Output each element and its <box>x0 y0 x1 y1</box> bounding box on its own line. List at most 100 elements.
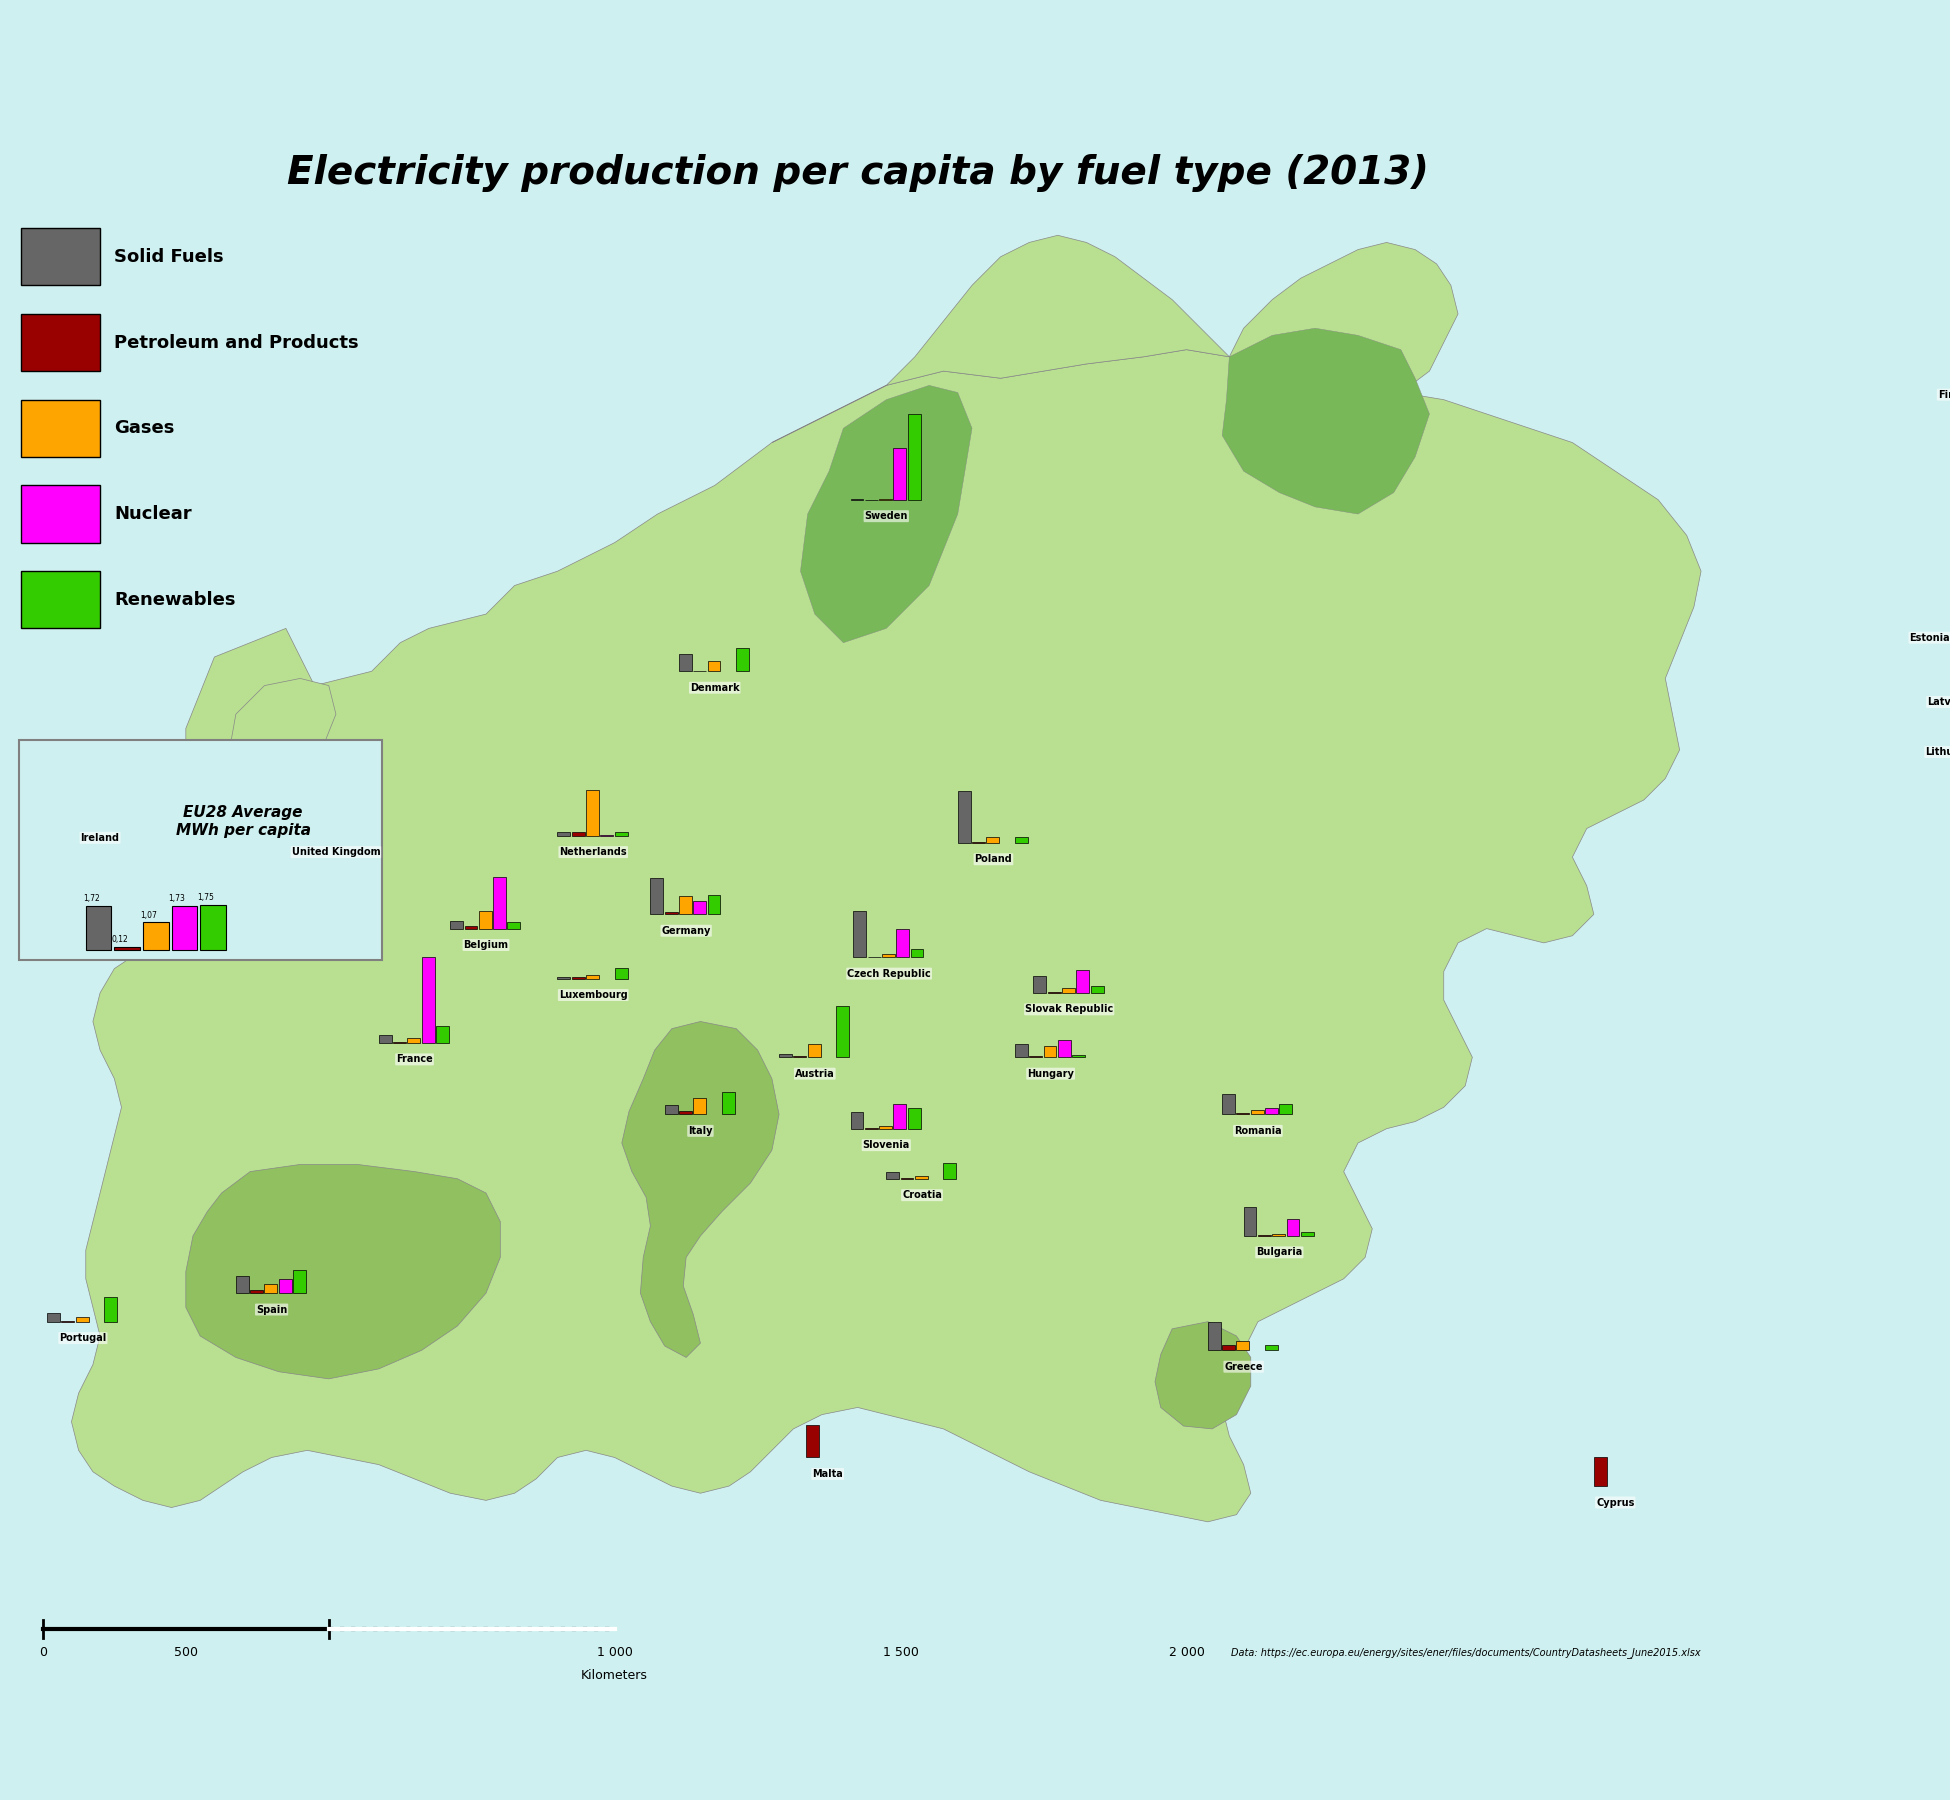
Bar <box>571 832 585 835</box>
Bar <box>1244 1208 1256 1237</box>
Bar <box>708 895 720 914</box>
Text: 1 500: 1 500 <box>883 1647 918 1660</box>
Text: Czech Republic: Czech Republic <box>846 968 930 979</box>
Bar <box>330 814 341 835</box>
Bar <box>86 905 111 950</box>
Bar <box>21 229 99 286</box>
Bar <box>105 1296 117 1321</box>
Bar <box>265 1283 277 1292</box>
Text: Renewables: Renewables <box>115 590 236 608</box>
Bar <box>300 819 314 835</box>
Bar <box>987 837 998 842</box>
Text: Solid Fuels: Solid Fuels <box>115 248 224 266</box>
Bar <box>1279 1103 1293 1114</box>
Text: Latvia: Latvia <box>1927 697 1950 707</box>
Text: Greece: Greece <box>1225 1363 1264 1372</box>
Text: Germany: Germany <box>661 925 712 936</box>
Text: EU28 Average
MWh per capita: EU28 Average MWh per capita <box>176 805 310 837</box>
Text: United Kingdom: United Kingdom <box>292 848 380 857</box>
Bar <box>21 313 99 371</box>
Bar <box>665 913 677 914</box>
Bar <box>21 486 99 542</box>
Bar <box>507 922 521 929</box>
Text: Electricity production per capita by fuel type (2013): Electricity production per capita by fue… <box>287 153 1429 193</box>
Bar <box>911 949 924 958</box>
Bar <box>780 1053 792 1057</box>
Bar <box>236 1276 250 1292</box>
Bar <box>854 911 866 958</box>
Bar <box>1593 1458 1607 1487</box>
Bar <box>879 1127 891 1129</box>
Bar <box>1944 733 1950 736</box>
Text: Denmark: Denmark <box>690 682 739 693</box>
Bar <box>722 1091 735 1114</box>
Bar <box>679 653 692 671</box>
Text: Poland: Poland <box>975 855 1012 864</box>
FancyBboxPatch shape <box>20 740 382 959</box>
Text: Portugal: Portugal <box>58 1334 107 1343</box>
Bar <box>47 1312 60 1321</box>
Bar <box>314 833 328 835</box>
Bar <box>1014 1044 1028 1057</box>
Text: Hungary: Hungary <box>1028 1069 1074 1078</box>
Text: Slovenia: Slovenia <box>862 1139 911 1150</box>
Bar <box>480 911 491 929</box>
Text: Romania: Romania <box>1234 1125 1281 1136</box>
Bar <box>614 832 628 835</box>
Text: Spain: Spain <box>255 1305 287 1314</box>
Bar <box>1043 1046 1057 1057</box>
Bar <box>121 815 135 821</box>
Bar <box>907 1109 920 1129</box>
Bar <box>1250 1111 1264 1114</box>
Text: Cyprus: Cyprus <box>1597 1498 1634 1508</box>
Bar <box>694 900 706 914</box>
Bar <box>1034 976 1047 994</box>
Bar <box>665 1105 677 1114</box>
Bar <box>807 1044 821 1057</box>
Text: 2 000: 2 000 <box>1168 1647 1205 1660</box>
Bar <box>587 790 599 835</box>
Polygon shape <box>72 349 1700 1521</box>
Bar <box>21 400 99 457</box>
Bar <box>1223 1345 1234 1350</box>
Polygon shape <box>622 1022 780 1357</box>
Bar <box>897 929 909 958</box>
Polygon shape <box>1223 328 1429 515</box>
Bar <box>250 1289 263 1292</box>
Text: Belgium: Belgium <box>464 940 509 950</box>
Polygon shape <box>228 679 335 792</box>
Text: Ireland: Ireland <box>80 833 119 842</box>
Text: 1 000: 1 000 <box>597 1647 632 1660</box>
Bar <box>915 1177 928 1179</box>
Bar <box>587 976 599 979</box>
Text: 1,75: 1,75 <box>197 893 214 902</box>
Text: Data: https://ec.europa.eu/energy/sites/ener/files/documents/CountryDatasheets_J: Data: https://ec.europa.eu/energy/sites/… <box>1230 1647 1700 1658</box>
Bar <box>1271 1233 1285 1237</box>
Bar <box>1287 1219 1299 1237</box>
Bar <box>76 1318 88 1321</box>
Bar <box>1266 1107 1277 1114</box>
Text: Bulgaria: Bulgaria <box>1256 1247 1303 1258</box>
Bar <box>21 571 99 628</box>
Bar <box>893 448 907 500</box>
Bar <box>421 958 435 1042</box>
Text: Estonia: Estonia <box>1909 632 1950 643</box>
Polygon shape <box>772 236 1228 443</box>
Text: 1,72: 1,72 <box>84 895 99 904</box>
Bar <box>651 878 663 914</box>
Bar <box>679 896 692 914</box>
Text: Nuclear: Nuclear <box>115 506 191 524</box>
Bar <box>881 954 895 958</box>
Bar <box>957 792 971 842</box>
Bar <box>172 905 197 950</box>
Bar <box>343 819 357 835</box>
Text: Lithuania: Lithuania <box>1925 747 1950 758</box>
Polygon shape <box>1228 243 1459 392</box>
Text: France: France <box>396 1055 433 1064</box>
Bar <box>614 968 628 979</box>
Bar <box>1266 1345 1277 1350</box>
Bar <box>694 1098 706 1114</box>
Bar <box>357 828 370 835</box>
Bar <box>885 1172 899 1179</box>
Polygon shape <box>801 385 971 643</box>
